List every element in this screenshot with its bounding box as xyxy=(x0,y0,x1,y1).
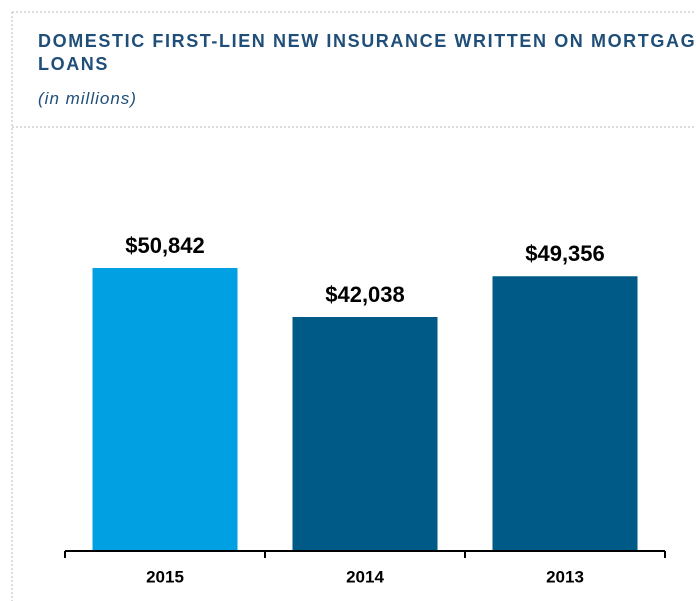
chart-title: DOMESTIC FIRST-LIEN NEW INSURANCE WRITTE… xyxy=(38,31,696,74)
value-label: $50,842 xyxy=(125,233,205,258)
x-tick-label: 2015 xyxy=(146,567,184,586)
bar xyxy=(292,316,438,551)
chart-subtitle: (in millions) xyxy=(38,89,137,108)
bar xyxy=(492,276,638,551)
x-tick-label: 2014 xyxy=(346,567,384,586)
x-tick-label: 2013 xyxy=(546,567,584,586)
bar xyxy=(92,267,238,551)
value-label: $42,038 xyxy=(325,282,405,307)
value-label: $49,356 xyxy=(525,241,605,266)
